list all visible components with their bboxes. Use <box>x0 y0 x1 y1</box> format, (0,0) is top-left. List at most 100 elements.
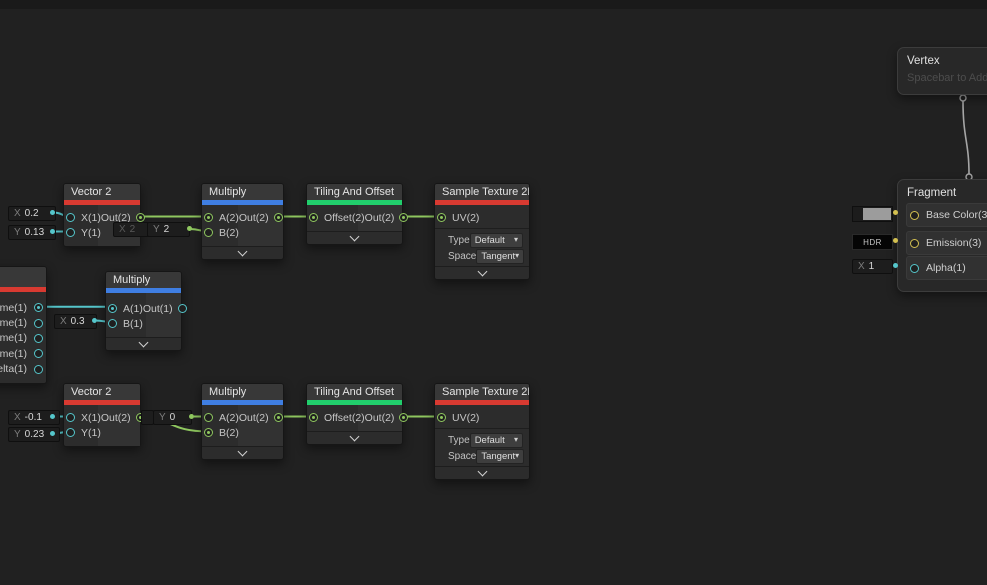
node-multiply-mid[interactable]: Multiply A(1) Out(1) B(1) <box>105 271 187 351</box>
x-value-field[interactable]: X 0.2 <box>8 206 56 221</box>
field-connector-dot[interactable] <box>189 414 194 419</box>
port-uv2-in[interactable] <box>437 213 446 222</box>
hdr-label: HDR <box>863 237 882 247</box>
block-title: Vertex <box>907 55 940 67</box>
color-preview <box>863 208 891 220</box>
x-value-field[interactable]: X -0.1 <box>8 410 60 425</box>
node-color-bar <box>64 400 140 405</box>
collapse-footer[interactable] <box>307 431 402 444</box>
node-tiling-offset-top[interactable]: Tiling And Offset Offset(2) Out(2) <box>306 183 409 245</box>
port-a2-in[interactable] <box>204 213 213 222</box>
chevron-down-icon <box>477 466 487 476</box>
wire-vertex-to-fragment[interactable] <box>962 100 970 175</box>
port-basecolor-in[interactable] <box>910 210 919 220</box>
port-out2[interactable] <box>399 213 409 222</box>
field-connector-dot[interactable] <box>893 238 898 243</box>
alpha-value-field[interactable]: X 1 <box>852 259 893 274</box>
field-connector-dot[interactable] <box>50 229 55 234</box>
field-connector-dot[interactable] <box>50 210 55 215</box>
collapse-footer[interactable] <box>202 446 283 459</box>
port-deltatime-out[interactable] <box>34 349 43 359</box>
collapse-footer[interactable] <box>435 466 529 479</box>
port-b2-in[interactable] <box>204 428 213 437</box>
node-title: Multiply <box>202 384 283 400</box>
field-connector-dot[interactable] <box>92 318 97 323</box>
port-x1-in[interactable] <box>66 413 75 422</box>
node-color-bar <box>435 200 529 205</box>
port-a1-in[interactable] <box>108 304 117 313</box>
port-x1-in[interactable] <box>66 213 75 222</box>
field-value: 2 <box>163 224 170 235</box>
port-b1-in[interactable] <box>108 319 117 328</box>
field-value: 0.13 <box>24 227 45 238</box>
collapse-footer[interactable] <box>435 266 529 279</box>
vertex-context-block[interactable]: Vertex Spacebar to Add Block <box>897 47 987 95</box>
emission-block-row[interactable]: Emission(3) <box>906 231 987 255</box>
chevron-down-icon <box>349 431 360 441</box>
base-color-block-row[interactable]: Base Color(3) <box>906 203 987 227</box>
port-out2[interactable] <box>399 413 409 422</box>
collapse-footer[interactable] <box>202 246 283 259</box>
port-y1-in[interactable] <box>66 228 75 237</box>
alpha-block-row[interactable]: Alpha(1) <box>906 256 987 280</box>
port-y1-in[interactable] <box>66 428 75 437</box>
field-connector-dot[interactable] <box>50 431 55 436</box>
space-dropdown[interactable]: Tangent <box>476 448 525 464</box>
field-connector-dot[interactable] <box>50 414 55 419</box>
node-time[interactable]: Time(1) Sine Time(1) Cosine Time(1) Delt… <box>0 266 47 384</box>
port-offset2-in[interactable] <box>309 413 318 422</box>
port-sinetime-out[interactable] <box>34 318 43 328</box>
port-label: Emission(3) <box>926 237 982 249</box>
node-color-bar <box>435 400 529 405</box>
collapse-footer[interactable] <box>106 337 181 350</box>
emission-hdr-swatch[interactable]: HDR <box>852 234 893 250</box>
type-dropdown[interactable]: Default <box>469 432 523 448</box>
port-out2[interactable] <box>273 213 283 222</box>
node-color-bar <box>202 200 283 205</box>
type-dropdown[interactable]: Default <box>469 232 523 248</box>
port-alpha-in[interactable] <box>910 263 919 273</box>
y-value-field[interactable]: Y 0 <box>153 410 192 425</box>
toolbar-edge <box>0 0 987 9</box>
port-uv2-in[interactable] <box>437 413 446 422</box>
port-emission-in[interactable] <box>910 238 919 248</box>
y-value-field[interactable]: Y 0.13 <box>8 225 56 240</box>
base-color-swatch[interactable] <box>852 206 893 222</box>
node-vector2-bottom[interactable]: Vector 2 X(1) Out(2) Y(1) <box>63 383 145 447</box>
field-connector-dot[interactable] <box>187 226 192 231</box>
field-connector-dot[interactable] <box>893 263 898 268</box>
port-label: Out(2) <box>238 411 269 424</box>
field-label: X <box>119 224 126 235</box>
node-multiply-top[interactable]: Multiply A(2) Out(2) B(2) <box>201 183 284 260</box>
node-tiling-offset-bottom[interactable]: Tiling And Offset Offset(2) Out(2) <box>306 383 409 445</box>
x-value-field[interactable]: X 0.3 <box>54 314 97 329</box>
dropdown-value: Default <box>474 234 505 246</box>
field-connector-dot[interactable] <box>893 210 898 215</box>
fragment-context-block[interactable]: Fragment Base Color(3) Emission(3) Alpha… <box>897 179 987 292</box>
node-multiply-bottom[interactable]: Multiply A(2) Out(2) B(2) <box>201 383 284 460</box>
field-label: Y <box>14 227 21 238</box>
port-out2[interactable] <box>135 213 145 222</box>
port-b2-in[interactable] <box>204 228 213 237</box>
collapse-footer[interactable] <box>307 231 402 244</box>
port-time-out[interactable] <box>34 303 43 313</box>
port-out1[interactable] <box>177 304 187 313</box>
stack-edge-top-connector[interactable] <box>959 94 967 102</box>
y-value-field[interactable]: Y 2 <box>147 222 190 237</box>
node-sample-texture-bottom[interactable]: Sample Texture 2D UV(2) Type Default Spa… <box>434 383 530 480</box>
field-value: 1 <box>868 261 875 272</box>
node-sample-texture-top[interactable]: Sample Texture 2D UV(2) Type Default Spa… <box>434 183 530 280</box>
port-cosinetime-out[interactable] <box>34 333 43 343</box>
node-vector2-top[interactable]: Vector 2 X(1) Out(2) Y(1) <box>63 183 145 247</box>
chevron-down-icon <box>237 246 248 256</box>
y-value-field[interactable]: Y 0.23 <box>8 427 60 442</box>
port-offset2-in[interactable] <box>309 213 318 222</box>
port-a2-in[interactable] <box>204 413 213 422</box>
field-label: Y <box>159 412 166 423</box>
space-dropdown[interactable]: Tangent <box>476 248 525 264</box>
port-smoothdelta-out[interactable] <box>34 364 43 374</box>
port-label: A(2) <box>219 411 239 424</box>
port-out2[interactable] <box>273 413 283 422</box>
node-title: Vector 2 <box>64 184 140 200</box>
